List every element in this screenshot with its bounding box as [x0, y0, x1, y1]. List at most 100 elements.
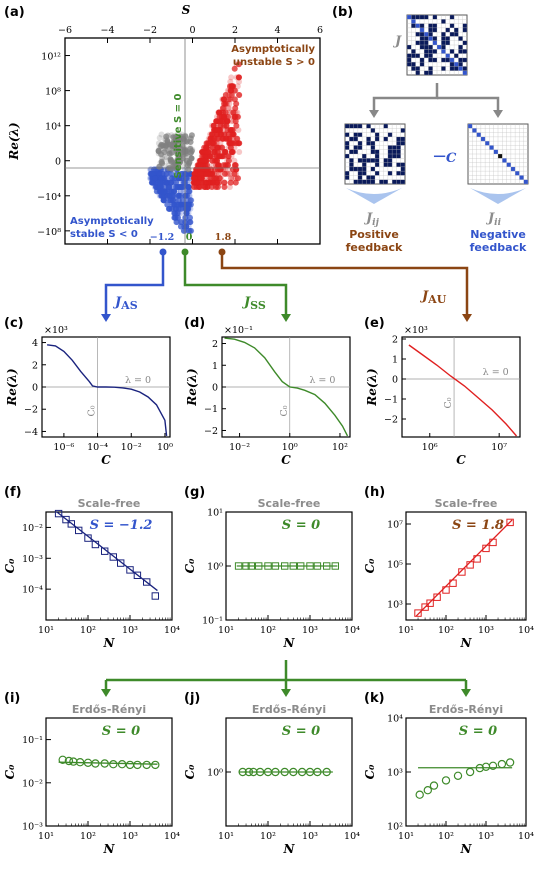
- matrix-Jij-cell: [353, 132, 358, 137]
- panel-a-point-red: [225, 153, 232, 160]
- panel-a-point-blue: [184, 170, 191, 177]
- b-arrow-right-head: [493, 110, 503, 118]
- panel-d-chart: 2 1 0 −1 −2 10⁻² 10⁰ 10² ×10⁻¹ C Re(λ) λ = 0 C₀: [185, 325, 351, 467]
- panel-k-marker: [453, 771, 463, 781]
- panel-h-marker: [489, 538, 497, 547]
- panel-k-marker: [505, 758, 515, 767]
- panel-g-marker: [271, 562, 280, 570]
- panel-a-point-red: [208, 122, 215, 129]
- matrix-J-cell: [419, 40, 425, 45]
- panel-i-xlabel: N: [103, 842, 116, 856]
- panel-a-point-blue: [149, 170, 156, 177]
- panel-a-point-gray: [171, 141, 178, 148]
- panel-k-title: Erdős-Rényi: [429, 703, 503, 716]
- panel-a-point-blue: [186, 170, 193, 177]
- panel-j-ylabel: C₀: [183, 764, 197, 780]
- panel-a-point-blue: [178, 219, 185, 226]
- panel-a-y-ticks: 10¹² 10⁸ 10⁴ 0 −10⁴ −10⁸: [37, 52, 70, 238]
- panel-a-point-red: [191, 175, 198, 182]
- panel-b-diagram: J − C Jij Jii Positive feedback Negative…: [344, 14, 529, 254]
- panel-a-point-blue: [172, 214, 179, 221]
- panel-h-chart: 10¹ 10² 10³ 10⁴ 10⁷ 10⁵ 10³ Scale-free S = 1.8 N C…: [363, 497, 534, 650]
- matrix-J-cell: [411, 23, 416, 28]
- panel-a-point-red: [233, 122, 240, 129]
- panel-g-marker: [297, 562, 305, 570]
- panel-a-point-blue: [179, 197, 186, 204]
- panel-a-point-red: [213, 162, 219, 169]
- matrix-Jij-cell: [370, 175, 375, 180]
- matrix-J-cell: [441, 45, 446, 50]
- panel-a-point-blue: [157, 175, 164, 182]
- matrix-J-cell: [458, 62, 463, 67]
- panel-a-point-blue: [170, 197, 176, 204]
- panel-f-marker: [133, 571, 142, 579]
- panel-g-xtick-label: 10²: [260, 625, 276, 636]
- panel-i-marker: [151, 760, 160, 770]
- panel-a-unstable-line2: unstable S > 0: [233, 57, 315, 68]
- matrix-Jij-cell: [383, 158, 388, 163]
- panel-a-point-red: [215, 153, 222, 160]
- panel-a-point-blue: [148, 179, 155, 186]
- panel-j-xtick-label: 10⁴: [344, 831, 360, 842]
- matrix-Jij-cell: [357, 179, 363, 184]
- panel-a-point-red: [236, 74, 242, 81]
- panel-i-frame: [45, 717, 173, 827]
- panel-f-marker: [117, 559, 125, 567]
- panel-a-xlabel: S: [182, 3, 191, 17]
- panel-k-xlabel: N: [460, 842, 473, 856]
- panel-g-xtick-label: 10³: [302, 625, 318, 636]
- panel-a-point-red: [226, 100, 233, 107]
- b-arrow-left-head: [369, 110, 379, 118]
- matrix-Jij-cell: [366, 136, 371, 142]
- matrix-J-cell: [432, 15, 437, 20]
- panel-d-xtick-label: 10²: [332, 442, 348, 453]
- panel-h-marker: [433, 593, 441, 601]
- panel-a-point-blue: [152, 175, 159, 182]
- panel-e-multiplier: ×10³: [404, 325, 428, 336]
- matrix-Jij-cell: [387, 132, 393, 137]
- funnel-right: [470, 188, 526, 204]
- matrix-J-cell: [449, 15, 455, 20]
- panel-a-point-red: [215, 109, 222, 116]
- matrix-J-cell: [428, 23, 433, 28]
- panel-a-point-red: [231, 65, 238, 72]
- panel-i-marker: [64, 756, 74, 766]
- panel-e-lambda-label: λ = 0: [483, 367, 509, 378]
- panel-a-point-blue: [177, 184, 184, 190]
- panel-a-point-gray: [164, 139, 171, 146]
- panel-a-x-ticks: −6 −4 −2 0 2 4 6: [58, 25, 323, 244]
- matrix-Jij-cell: [362, 179, 367, 184]
- panel-d-ytick-label: −1: [204, 404, 218, 415]
- panel-a-point-gray: [161, 162, 168, 169]
- panel-h-marker: [473, 555, 481, 563]
- panel-h-marker: [458, 568, 466, 576]
- panel-a-point-gray: [174, 151, 181, 158]
- matrix-Jij-cell: [387, 158, 393, 163]
- panel-a-point-red: [236, 149, 243, 155]
- matrix-Jij-cell: [375, 158, 380, 163]
- panel-a-point-blue: [156, 170, 163, 177]
- panel-c-ytick-label: 0: [32, 383, 38, 394]
- matrix-Jij-cell: [353, 149, 358, 154]
- matrix-Jij-cell: [387, 145, 393, 150]
- panel-a-point-blue: [178, 170, 185, 177]
- matrix-J-cell: [407, 57, 412, 63]
- panel-label-f: (f): [4, 485, 22, 500]
- matrix-Jij-cell: [370, 179, 375, 184]
- matrix-Jij-cell: [345, 132, 350, 137]
- panel-f-marker: [62, 515, 70, 524]
- matrix-Jii-cell: [502, 158, 507, 163]
- panel-h-title: Scale-free: [435, 497, 498, 510]
- matrix-Jij-cell: [366, 179, 371, 184]
- panel-a-point-blue: [175, 192, 182, 199]
- panel-k-marker: [497, 759, 507, 769]
- panel-i-xtick-label: 10³: [122, 831, 138, 842]
- panel-f-marker: [84, 534, 92, 542]
- matrix-J-cell: [441, 40, 446, 45]
- panel-g-marker: [242, 562, 250, 570]
- matrix-J-cell: [432, 40, 437, 45]
- panel-a-point-red: [219, 149, 226, 155]
- panel-d-xtick-label: 10⁻²: [229, 442, 250, 453]
- matrix-J-cell: [407, 45, 412, 50]
- panel-k-marker: [465, 767, 475, 777]
